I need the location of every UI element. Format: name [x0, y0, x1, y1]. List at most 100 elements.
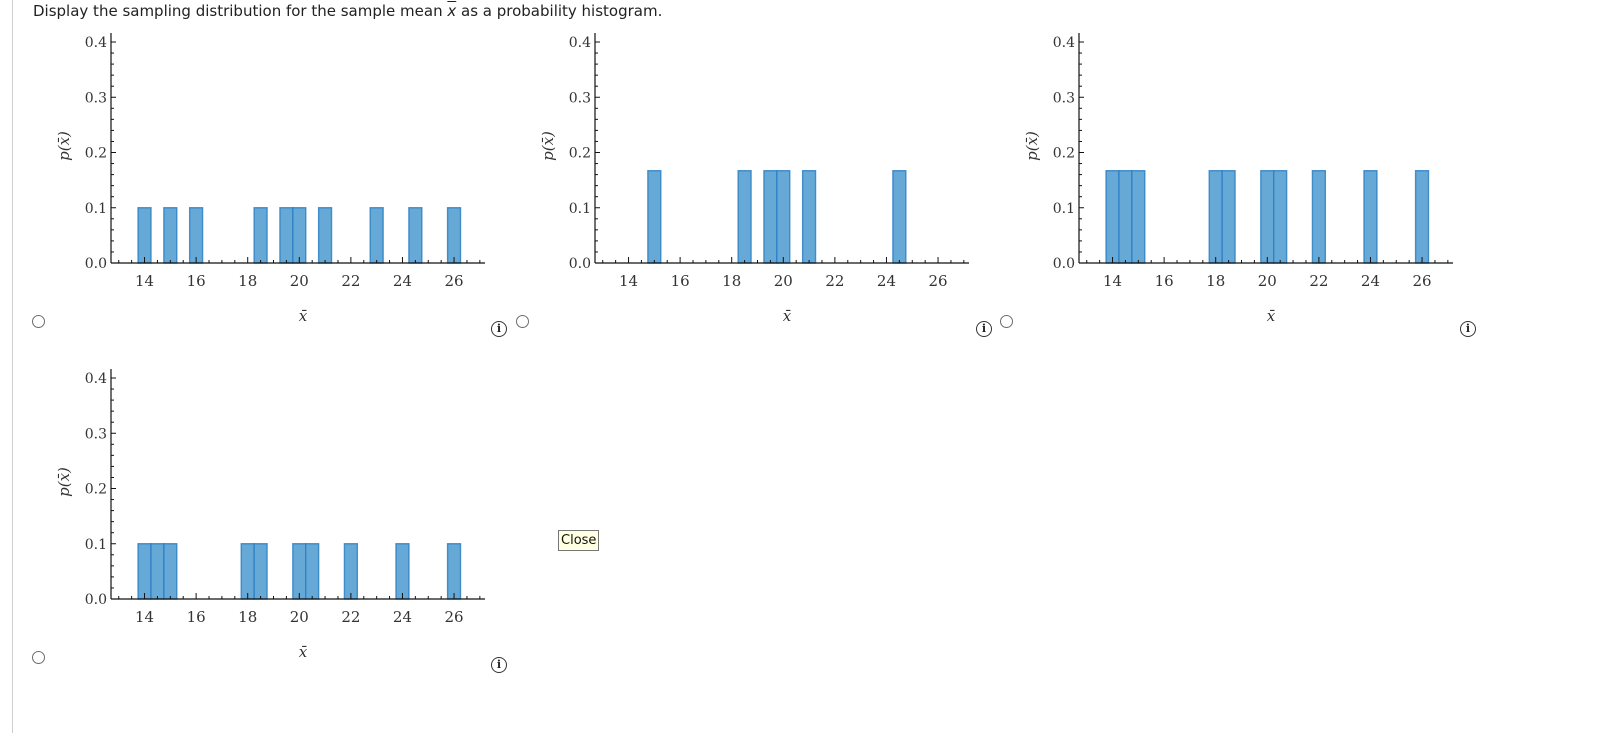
x-axis-label: x̄	[1267, 307, 1276, 325]
close-tooltip-button[interactable]: Close	[558, 530, 600, 551]
histogram-bar	[737, 170, 752, 264]
x-tick-label: 24	[877, 272, 896, 290]
histogram-bar	[446, 543, 462, 600]
x-axis-label: x̄	[783, 307, 792, 325]
histogram-bar	[892, 170, 907, 264]
x-axis-label: x̄	[299, 307, 308, 325]
y-tick-label: 0.2	[85, 146, 107, 162]
option-4-radio[interactable]	[32, 651, 45, 664]
histogram-bar	[1118, 170, 1133, 264]
x-tick-label: 22	[1309, 272, 1328, 290]
histogram-bar	[1363, 170, 1378, 264]
histogram-bar	[279, 207, 294, 264]
x-tick-label: 24	[393, 608, 412, 626]
histogram-bar	[776, 170, 791, 264]
y-tick-label: 0.1	[569, 201, 591, 217]
x-tick-label: 20	[290, 272, 309, 290]
histogram-bar	[253, 207, 268, 264]
histogram-bar	[1221, 170, 1236, 264]
histogram-bar	[253, 543, 268, 600]
histogram-bar	[1260, 170, 1275, 264]
histogram-bar	[343, 543, 359, 600]
option-1-histogram: 0.0 0.1 0.2 0.3 0.4 14 16 18 20 22 24 26 x̄ p(x̄)	[55, 33, 485, 325]
x-tick-label: 18	[238, 272, 257, 290]
x-tick-label: 16	[1155, 272, 1174, 290]
y-tick-label: 0.3	[85, 90, 107, 106]
histogram-bar	[137, 543, 152, 600]
y-tick-label: 0.4	[569, 35, 591, 51]
histogram-bar	[446, 207, 462, 264]
histogram-bar	[188, 207, 204, 264]
histogram-bar	[240, 543, 255, 600]
option-1-info-icon[interactable]: i	[491, 321, 507, 337]
y-tick-label: 0.3	[85, 426, 107, 442]
histogram-bar	[763, 170, 778, 264]
y-tick-label: 0.2	[1053, 146, 1075, 162]
option-3-histogram: 0.0 0.1 0.2 0.3 0.4 14 16 18 20 22 24 26 x̄ p(x̄)	[1023, 33, 1453, 325]
y-tick-label: 0.4	[85, 371, 107, 387]
x-tick-label: 24	[393, 272, 412, 290]
x-tick-label: 22	[341, 272, 360, 290]
histogram-bar	[137, 207, 152, 264]
x-tick-label: 20	[774, 272, 793, 290]
y-tick-label: 0.0	[85, 592, 107, 608]
y-tick-label: 0.3	[569, 90, 591, 106]
y-tick-label: 0.4	[85, 35, 107, 51]
x-bar-symbol: x	[447, 2, 457, 20]
x-tick-label: 16	[671, 272, 690, 290]
x-tick-label: 14	[619, 272, 638, 290]
option-2-info-icon[interactable]: i	[976, 321, 992, 337]
x-axis-label: x̄	[299, 643, 308, 661]
x-tick-label: 22	[825, 272, 844, 290]
x-tick-label: 18	[722, 272, 741, 290]
x-tick-label: 20	[290, 608, 309, 626]
histogram-bar	[163, 543, 178, 600]
x-tick-label: 16	[187, 608, 206, 626]
option-4-info-icon[interactable]: i	[491, 657, 507, 673]
histogram-bar	[305, 543, 320, 600]
y-tick-label: 0.3	[1053, 90, 1075, 106]
x-tick-label: 18	[1206, 272, 1225, 290]
y-axis-label: p(x̄)	[55, 131, 73, 161]
y-tick-label: 0.1	[1053, 201, 1075, 217]
x-tick-label: 22	[341, 608, 360, 626]
option-2-radio[interactable]	[516, 315, 529, 328]
x-tick-label: 26	[929, 272, 948, 290]
y-axis-label: p(x̄)	[55, 467, 73, 497]
option-2-histogram: 0.0 0.1 0.2 0.3 0.4 14 16 18 20 22 24 26 x̄ p(x̄)	[539, 33, 969, 325]
histogram-bar	[647, 170, 662, 264]
x-tick-label: 26	[1413, 272, 1432, 290]
x-tick-label: 26	[445, 608, 464, 626]
x-tick-label: 14	[1103, 272, 1122, 290]
y-tick-label: 0.2	[85, 482, 107, 498]
histogram-bar	[1273, 170, 1288, 264]
prompt-text: Display the sampling distribution for th…	[33, 2, 448, 20]
x-tick-label: 14	[135, 272, 154, 290]
x-tick-label: 20	[1258, 272, 1277, 290]
x-tick-label: 14	[135, 608, 154, 626]
x-tick-label: 16	[187, 272, 206, 290]
histogram-bar	[292, 207, 307, 264]
histogram-bar	[317, 207, 333, 264]
x-tick-label: 24	[1361, 272, 1380, 290]
histogram-bar	[395, 543, 410, 600]
histogram-bar	[1105, 170, 1120, 264]
y-tick-label: 0.1	[85, 201, 107, 217]
y-tick-label: 0.0	[1053, 256, 1075, 272]
histogram-bar	[1311, 170, 1327, 264]
option-3-info-icon[interactable]: i	[1460, 321, 1476, 337]
histogram-bar	[408, 207, 423, 264]
histogram-bar	[150, 543, 165, 600]
y-axis-label: p(x̄)	[539, 131, 557, 161]
option-1-radio[interactable]	[32, 315, 45, 328]
x-tick-label: 18	[238, 608, 257, 626]
option-3-radio[interactable]	[1000, 315, 1013, 328]
y-tick-label: 0.4	[1053, 35, 1075, 51]
x-tick-label: 26	[445, 272, 464, 290]
histogram-bar	[1414, 170, 1430, 264]
left-border	[12, 0, 13, 733]
prompt-text-end: as a probability histogram.	[456, 2, 663, 20]
question-prompt: Display the sampling distribution for th…	[33, 2, 662, 20]
y-axis-label: p(x̄)	[1023, 131, 1041, 161]
y-tick-label: 0.0	[85, 256, 107, 272]
